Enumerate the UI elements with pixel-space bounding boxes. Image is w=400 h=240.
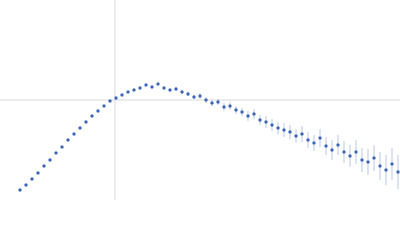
point: [324, 144, 328, 148]
point: [360, 158, 364, 162]
chart: [0, 0, 400, 200]
point: [312, 141, 316, 145]
point: [54, 151, 58, 155]
point: [378, 164, 382, 168]
point: [390, 162, 394, 166]
point: [102, 104, 106, 108]
point: [114, 96, 118, 100]
point: [186, 92, 190, 96]
point: [120, 93, 124, 97]
point: [24, 183, 28, 187]
point: [318, 136, 322, 140]
point: [192, 95, 196, 99]
point: [180, 90, 184, 94]
point: [96, 109, 100, 113]
point: [66, 138, 70, 142]
point: [222, 105, 226, 109]
point: [294, 134, 298, 138]
point: [144, 83, 148, 87]
point: [174, 87, 178, 91]
point: [156, 82, 160, 86]
point: [270, 123, 274, 127]
point: [342, 150, 346, 154]
point: [48, 158, 52, 162]
point: [90, 114, 94, 118]
point: [384, 168, 388, 172]
point: [300, 132, 304, 136]
point: [78, 126, 82, 130]
point: [30, 177, 34, 181]
point: [348, 154, 352, 158]
point: [396, 170, 400, 174]
point: [306, 138, 310, 142]
point: [198, 94, 202, 98]
point: [276, 126, 280, 130]
point: [240, 110, 244, 114]
point: [336, 143, 340, 147]
point: [264, 120, 268, 124]
point: [60, 145, 64, 149]
point: [372, 156, 376, 160]
point: [18, 188, 22, 192]
point: [216, 100, 220, 104]
point: [246, 114, 250, 118]
point: [288, 130, 292, 134]
point: [234, 108, 238, 112]
point: [138, 86, 142, 90]
point: [168, 88, 172, 92]
point: [42, 164, 46, 168]
point: [72, 132, 76, 136]
point: [204, 98, 208, 102]
point: [108, 99, 112, 103]
point: [162, 86, 166, 90]
point: [252, 112, 256, 116]
point: [366, 160, 370, 164]
point: [36, 171, 40, 175]
point: [84, 120, 88, 124]
point: [354, 150, 358, 154]
point: [258, 118, 262, 122]
point: [150, 85, 154, 89]
point: [210, 101, 214, 105]
point: [282, 128, 286, 132]
point: [132, 88, 136, 92]
point: [330, 148, 334, 152]
point: [126, 90, 130, 94]
point: [228, 104, 232, 108]
